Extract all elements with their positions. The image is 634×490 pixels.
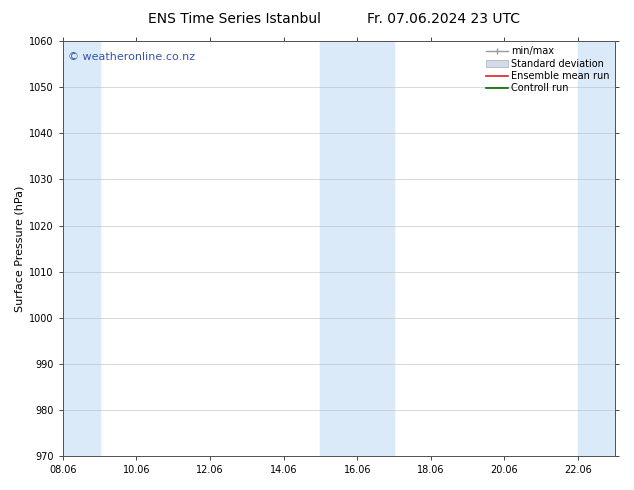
Bar <box>63 41 100 456</box>
Bar <box>320 41 394 456</box>
Text: ENS Time Series Istanbul: ENS Time Series Istanbul <box>148 12 321 26</box>
Text: © weatheronline.co.nz: © weatheronline.co.nz <box>68 51 195 62</box>
Y-axis label: Surface Pressure (hPa): Surface Pressure (hPa) <box>15 185 25 312</box>
Bar <box>578 41 631 456</box>
Text: Fr. 07.06.2024 23 UTC: Fr. 07.06.2024 23 UTC <box>367 12 521 26</box>
Legend: min/max, Standard deviation, Ensemble mean run, Controll run: min/max, Standard deviation, Ensemble me… <box>483 43 613 97</box>
